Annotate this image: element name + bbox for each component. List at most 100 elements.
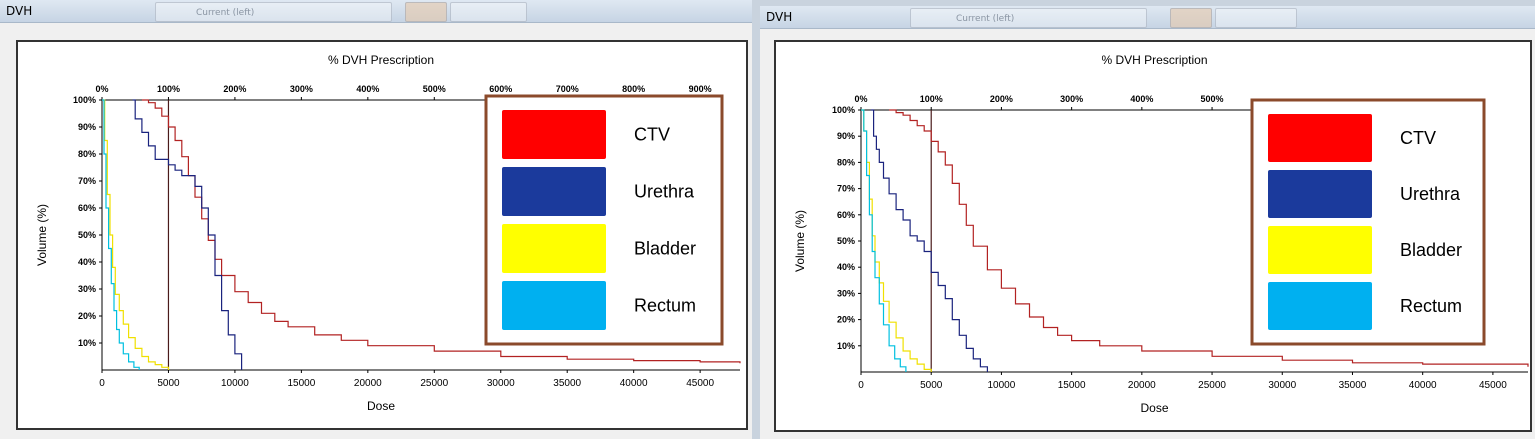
x-tick-label: 25000 (1198, 380, 1226, 391)
y-tick-label: 90% (78, 122, 96, 132)
y-tick-label: 50% (837, 236, 855, 246)
x-tick-label: 25000 (420, 378, 448, 389)
series-line-bladder (102, 99, 170, 370)
y-axis-label: Volume (%) (35, 204, 49, 266)
legend-swatch-urethra (1268, 170, 1372, 218)
x-tick-label: 35000 (1339, 380, 1367, 391)
top-tick-label: 500% (423, 84, 446, 94)
chart-frame: % DVH Prescription 10% 20% 30% 40% 50% 60% 70% 8… (16, 40, 748, 430)
y-tick-label: 20% (78, 311, 96, 321)
top-tick-label: 900% (689, 84, 712, 94)
y-tick-label: 80% (837, 157, 855, 167)
chart-title: % DVH Prescription (1101, 53, 1207, 67)
x-tick-label: 45000 (1479, 380, 1507, 391)
top-tick-label: 400% (1130, 94, 1153, 104)
x-tick-label: 5000 (920, 380, 943, 391)
y-tick-label: 30% (78, 284, 96, 294)
top-tick-label: 0% (95, 84, 108, 94)
series-line-ctv (889, 109, 1529, 367)
top-tick-label: 300% (290, 84, 313, 94)
y-tick-label: 50% (78, 230, 96, 240)
series-line-urethra (870, 109, 988, 372)
y-tick-label: 80% (78, 149, 96, 159)
y-tick-label: 100% (832, 105, 855, 115)
top-tick-label: 200% (223, 84, 246, 94)
dvh-window-right: DVH Current (left) % DVH Prescription 10%… (760, 6, 1535, 439)
series-line-ctv (141, 99, 741, 364)
y-tick-label: 30% (837, 288, 855, 298)
series-line-bladder (861, 109, 932, 372)
legend-label-rectum: Rectum (1400, 296, 1462, 316)
y-tick-label: 10% (78, 338, 96, 348)
top-tick-label: 100% (920, 94, 943, 104)
top-tick-label: 200% (990, 94, 1013, 104)
series-line-rectum (861, 109, 907, 372)
legend-label-bladder: Bladder (634, 239, 696, 259)
y-tick-label: 90% (837, 131, 855, 141)
top-tick-label: 100% (157, 84, 180, 94)
top-tick-label: 300% (1060, 94, 1083, 104)
top-tick-label: 0% (854, 94, 867, 104)
y-tick-label: 60% (837, 210, 855, 220)
x-tick-label: 0 (858, 380, 864, 391)
top-tick-label: 500% (1201, 94, 1224, 104)
x-axis-label: Dose (1140, 401, 1168, 415)
dvh-window-left: DVH Current (left) % DVH Prescription 10%… (0, 0, 752, 439)
legend-swatch-bladder (1268, 226, 1372, 274)
top-tick-label: 700% (556, 84, 579, 94)
x-tick-label: 30000 (487, 378, 515, 389)
title-bar: DVH Current (left) (760, 6, 1535, 29)
legend-swatch-rectum (1268, 282, 1372, 330)
legend-swatch-ctv (1268, 114, 1372, 162)
x-tick-label: 10000 (988, 380, 1016, 391)
ghost-toolbar-field: Current (left) (155, 2, 392, 22)
dvh-chart: % DVH Prescription 10% 20% 30% 40% 50% 60% 70% 8… (793, 53, 1529, 415)
window-title: DVH (766, 10, 793, 24)
x-tick-label: 10000 (221, 378, 249, 389)
x-axis-label: Dose (367, 399, 395, 413)
y-tick-label: 10% (837, 341, 855, 351)
legend-swatch-urethra (502, 167, 606, 216)
chart-frame: % DVH Prescription 10% 20% 30% 40% 50% 60% 70% 8… (774, 40, 1532, 432)
legend-label-urethra: Urethra (634, 182, 695, 202)
top-tick-label: 400% (356, 84, 379, 94)
x-tick-label: 0 (99, 378, 105, 389)
series-line-rectum (102, 99, 140, 370)
legend-swatch-bladder (502, 224, 606, 273)
title-bar: DVH Current (left) (0, 0, 752, 23)
y-tick-label: 70% (837, 184, 855, 194)
x-tick-label: 15000 (287, 378, 315, 389)
top-tick-label: 600% (489, 84, 512, 94)
x-tick-label: 5000 (157, 378, 180, 389)
ghost-toolbar-icon (450, 2, 527, 22)
x-tick-label: 15000 (1058, 380, 1086, 391)
legend-swatch-rectum (502, 281, 606, 330)
legend-label-ctv: CTV (634, 125, 670, 145)
y-tick-label: 70% (78, 176, 96, 186)
y-axis-label: Volume (%) (793, 210, 807, 272)
top-tick-label: 800% (622, 84, 645, 94)
y-tick-label: 100% (73, 95, 96, 105)
legend-label-urethra: Urethra (1400, 184, 1461, 204)
ghost-toolbar-icon (1170, 8, 1212, 28)
y-tick-label: 40% (837, 262, 855, 272)
y-tick-label: 60% (78, 203, 96, 213)
x-tick-label: 20000 (354, 378, 382, 389)
ghost-toolbar-icon (1215, 8, 1297, 28)
ghost-toolbar-field: Current (left) (910, 8, 1147, 28)
series-line-urethra (132, 99, 243, 370)
chart-title: % DVH Prescription (328, 53, 434, 67)
x-tick-label: 40000 (1409, 380, 1437, 391)
x-tick-label: 20000 (1128, 380, 1156, 391)
x-tick-label: 40000 (620, 378, 648, 389)
legend-label-rectum: Rectum (634, 296, 696, 316)
ghost-toolbar-label: Current (left) (196, 8, 255, 18)
dvh-chart: % DVH Prescription 10% 20% 30% 40% 50% 60% 70% 8… (35, 53, 741, 413)
y-tick-label: 40% (78, 257, 96, 267)
x-tick-label: 45000 (686, 378, 714, 389)
x-tick-label: 35000 (553, 378, 581, 389)
legend-swatch-ctv (502, 110, 606, 159)
legend-label-ctv: CTV (1400, 128, 1436, 148)
ghost-toolbar-label: Current (left) (956, 14, 1015, 24)
window-title: DVH (6, 4, 33, 18)
